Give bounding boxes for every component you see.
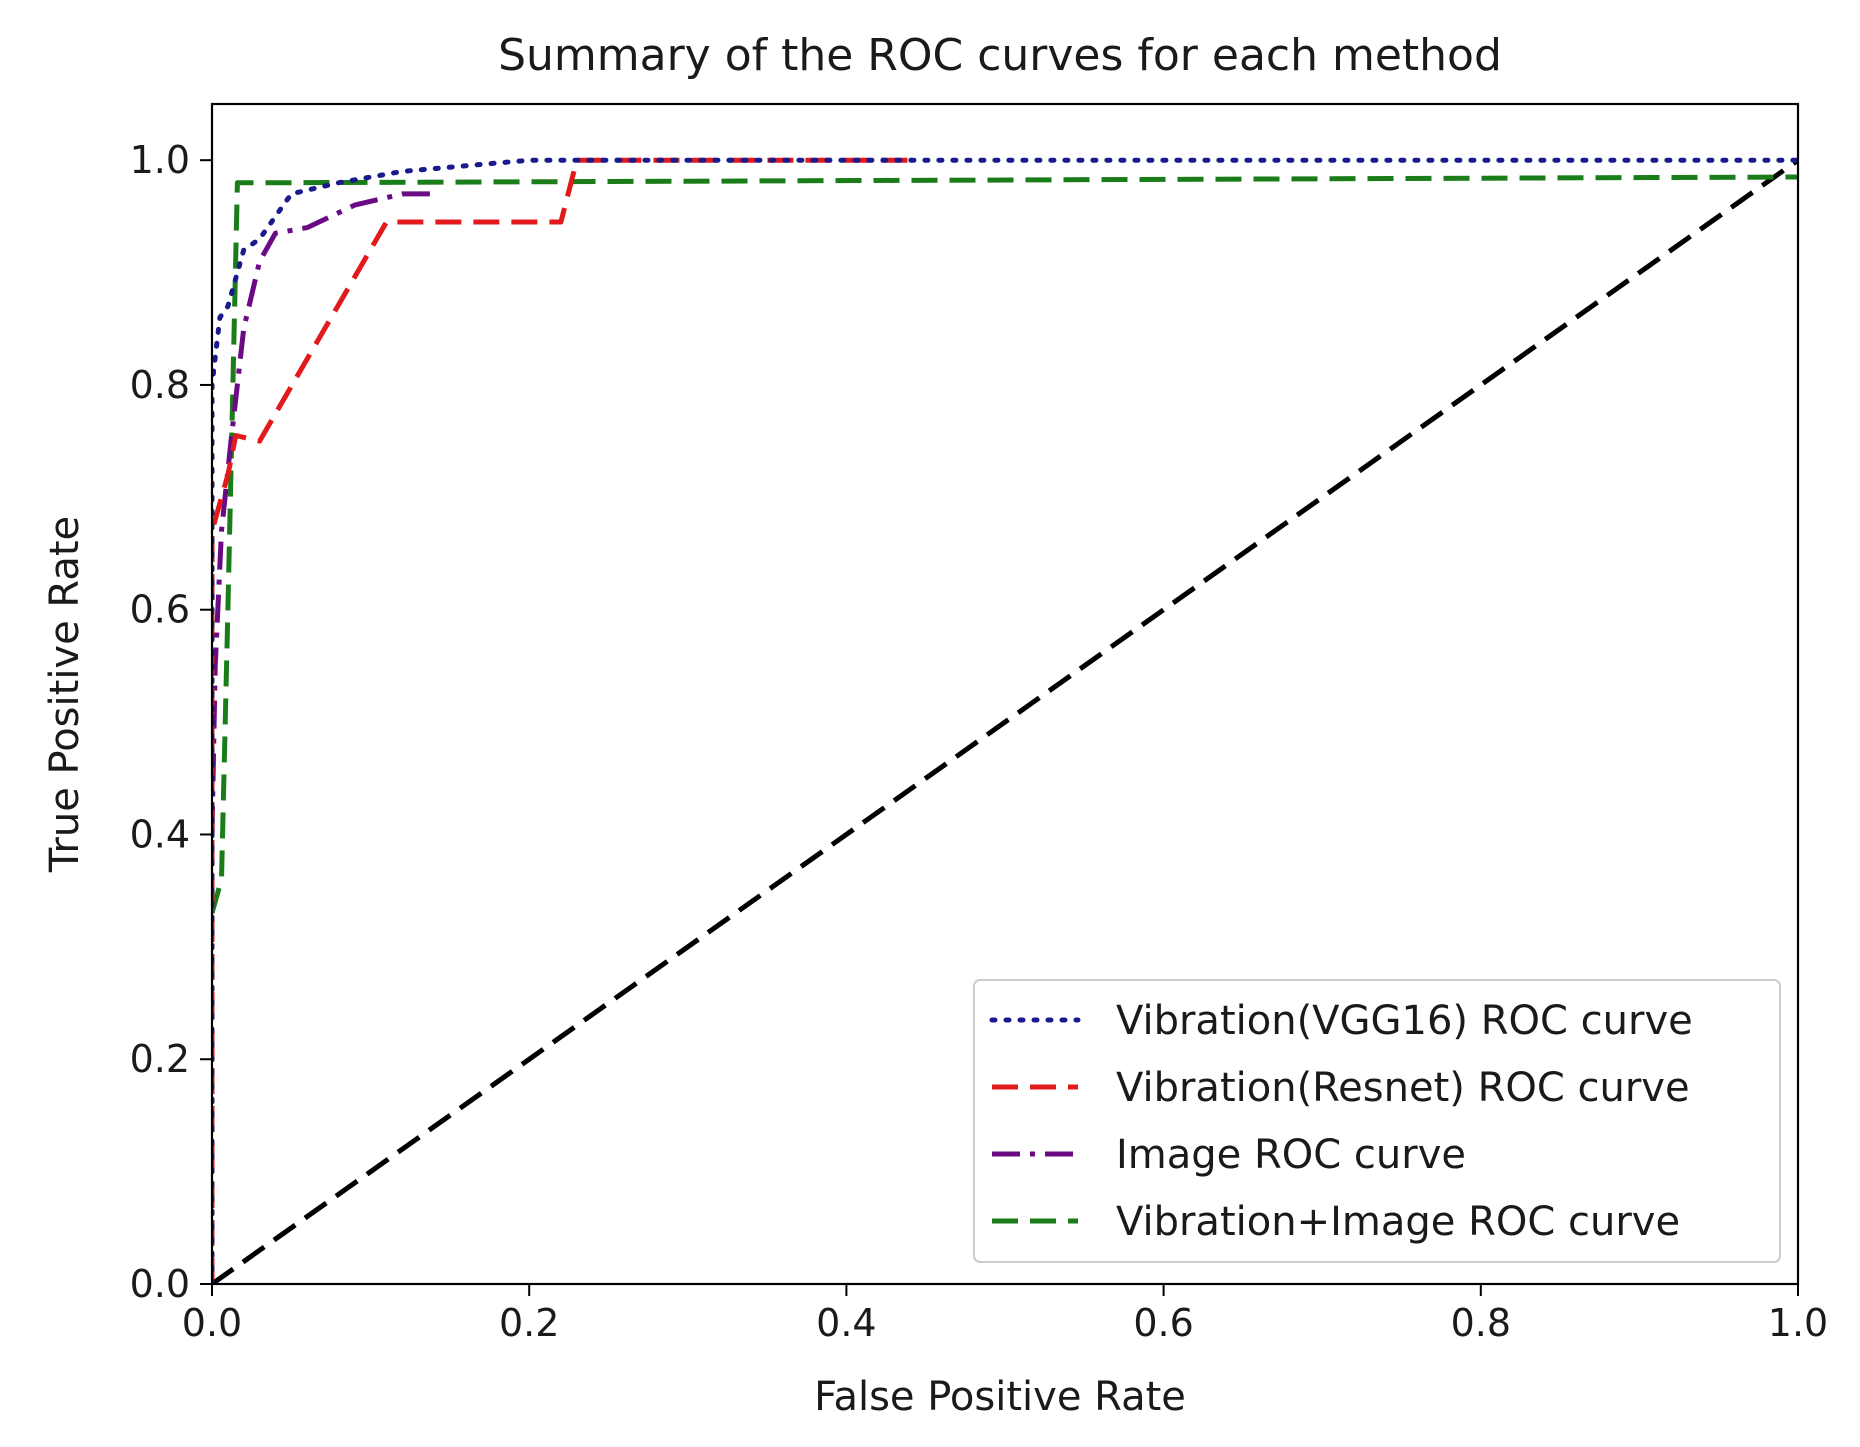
x-tick-label: 0.6: [1133, 1301, 1193, 1345]
x-axis: 0.0 0.2 0.4 0.6 0.8 1.0: [182, 1284, 1828, 1345]
series-line-vibration-image-roc-curve: [212, 174, 1798, 914]
legend-label: Vibration+Image ROC curve: [1116, 1199, 1680, 1245]
y-tick-label: 0.6: [130, 588, 190, 632]
y-tick-label: 0.4: [130, 812, 190, 856]
chance-diagonal-line: [212, 158, 1798, 1284]
y-tick-label: 0.0: [130, 1262, 190, 1306]
x-axis-label: False Positive Rate: [814, 1374, 1186, 1420]
y-axis: 0.0 0.2 0.4 0.6 0.8 1.0: [130, 138, 212, 1306]
plot-frame: [210, 102, 1800, 1286]
series-line-vibration-resnet-roc-curve: [212, 157, 910, 1284]
legend-box: [973, 979, 1781, 1263]
legend-label: Image ROC curve: [1116, 1132, 1466, 1178]
plot-area: [212, 157, 1798, 1284]
y-tick-label: 1.0: [130, 138, 190, 182]
series-line-image-roc-curve: [212, 191, 434, 835]
legend: Vibration(VGG16) ROC curve Vibration(Resn…: [973, 979, 1781, 1263]
series-line-vibration-vgg16-roc-curve: [212, 157, 1798, 1284]
y-axis-label: True Positive Rate: [42, 516, 88, 873]
x-tick-label: 0.2: [499, 1301, 559, 1345]
y-tick-label: 0.8: [130, 363, 190, 407]
legend-label: Vibration(VGG16) ROC curve: [1116, 998, 1693, 1044]
chart-title: Summary of the ROC curves for each metho…: [498, 30, 1502, 81]
x-tick-label: 0.8: [1451, 1301, 1511, 1345]
x-tick-label: 0.4: [816, 1301, 876, 1345]
legend-label: Vibration(Resnet) ROC curve: [1116, 1065, 1690, 1111]
x-tick-label: 1.0: [1768, 1301, 1828, 1345]
y-tick-label: 0.2: [130, 1037, 190, 1081]
x-tick-label: 0.0: [182, 1301, 242, 1345]
